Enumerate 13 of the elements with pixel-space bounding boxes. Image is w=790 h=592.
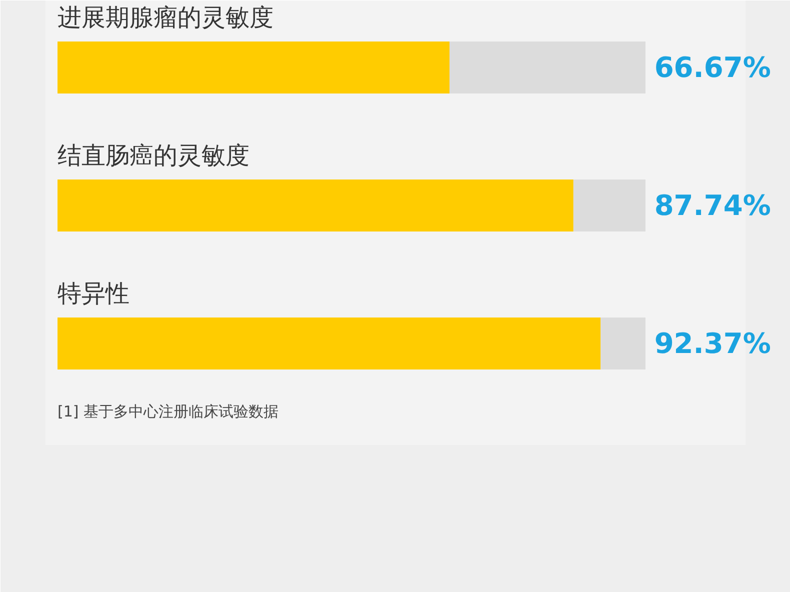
data-label: 66.67% xyxy=(654,51,771,84)
y-tick-label: 特异性 xyxy=(58,280,130,308)
bar xyxy=(600,318,646,370)
y-tick-label: 结直肠癌的灵敏度 xyxy=(58,142,250,170)
bar xyxy=(58,318,601,370)
bar xyxy=(573,180,646,232)
annotation: [1] 基于多中心注册临床试验数据 xyxy=(58,402,279,420)
bar xyxy=(450,42,646,94)
bar xyxy=(58,42,450,94)
bar xyxy=(58,180,574,232)
y-tick-label: 进展期腺瘤的灵敏度 xyxy=(58,4,274,32)
data-label: 87.74% xyxy=(654,189,771,222)
data-label: 92.37% xyxy=(654,327,771,360)
